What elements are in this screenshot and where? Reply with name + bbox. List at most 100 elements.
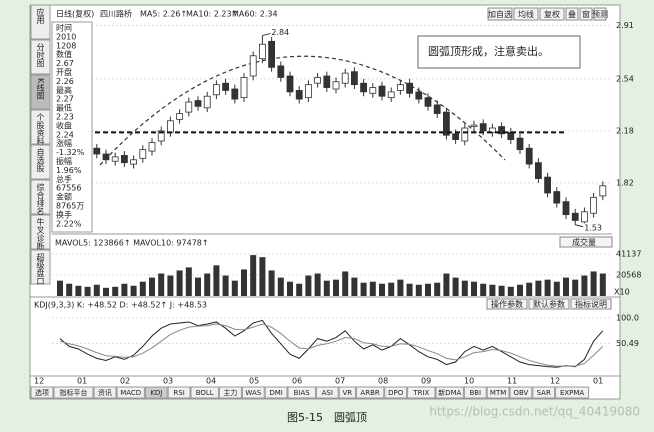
- tab[interactable]: [264, 386, 288, 399]
- info-text: 2.26: [56, 77, 74, 86]
- header-button[interactable]: [593, 7, 607, 21]
- tab-label: ARBR: [360, 389, 379, 397]
- candle-body: [544, 176, 551, 194]
- tab[interactable]: [315, 386, 339, 399]
- tab[interactable]: [463, 386, 487, 399]
- tab-label: EXPMA: [560, 389, 584, 397]
- candle-body: [415, 91, 423, 100]
- volume-bar: [314, 273, 321, 296]
- tab[interactable]: [241, 386, 265, 399]
- tab[interactable]: [338, 386, 356, 399]
- candle-body: [571, 212, 579, 221]
- volume-bar: [149, 277, 155, 296]
- header-button[interactable]: [513, 7, 539, 21]
- tab[interactable]: [555, 386, 590, 399]
- header-button[interactable]: [487, 7, 513, 21]
- volume-bar: [130, 285, 137, 296]
- toolbar-button[interactable]: [30, 249, 51, 285]
- volume-bar: [379, 283, 385, 296]
- tab-label: ASI: [322, 389, 333, 397]
- volume-bar: [66, 283, 73, 296]
- tab[interactable]: [384, 386, 408, 399]
- volume-bar: [204, 273, 211, 296]
- info-text: 总手: [56, 174, 72, 184]
- tab[interactable]: [116, 386, 145, 399]
- volume-bar: [406, 283, 413, 296]
- info-text: 1.96%: [56, 166, 82, 175]
- tab[interactable]: [407, 386, 436, 399]
- x-tick-label: 09: [421, 377, 431, 386]
- volume-bar: [461, 280, 468, 296]
- candle-body: [488, 127, 496, 133]
- header-button[interactable]: [565, 7, 579, 21]
- candle-body: [304, 84, 312, 99]
- header-button[interactable]: [579, 7, 593, 21]
- volume-bar: [507, 286, 514, 296]
- tab[interactable]: [144, 386, 168, 399]
- tab[interactable]: [509, 386, 533, 399]
- tab[interactable]: [218, 386, 242, 399]
- tab-label: MACD: [120, 389, 141, 397]
- x-tick-label: 12: [34, 377, 44, 386]
- volume-bar: [535, 280, 542, 296]
- tab[interactable]: [30, 386, 54, 399]
- volume-bar: [360, 282, 367, 296]
- volume-bar: [342, 271, 349, 296]
- volume-bar: [84, 286, 91, 296]
- volume-bar: [544, 279, 551, 296]
- candle-body: [258, 43, 266, 60]
- tab-label: DMI: [269, 389, 283, 397]
- toolbar-button[interactable]: [30, 214, 51, 250]
- volume-bar: [452, 277, 459, 296]
- candle-body: [424, 97, 432, 107]
- y-tick-label: 2.54: [616, 74, 634, 83]
- toolbar-label: 综合排名: [36, 182, 45, 216]
- info-text: 开盘: [56, 67, 72, 77]
- tab[interactable]: [532, 386, 556, 399]
- indicator-button-label: 操作参数: [491, 299, 523, 309]
- candle-body: [553, 191, 561, 204]
- indicator-button[interactable]: [528, 298, 570, 310]
- indicator-button[interactable]: [486, 298, 528, 310]
- toolbar-button[interactable]: [30, 74, 51, 110]
- candle-body: [442, 111, 450, 136]
- toolbar-label: 应用: [36, 7, 45, 25]
- volume-bar: [259, 257, 266, 296]
- volume-bar: [517, 284, 523, 296]
- toolbar-button[interactable]: [30, 109, 51, 145]
- tab[interactable]: [355, 386, 385, 399]
- info-text: 2.24: [56, 130, 74, 139]
- tab[interactable]: [93, 386, 117, 399]
- header-button[interactable]: [539, 7, 565, 21]
- low-label: 1.53: [584, 223, 602, 232]
- high-pointer: [262, 33, 271, 37]
- tab[interactable]: [435, 386, 464, 399]
- info-text: -1.32%: [56, 148, 85, 157]
- tab[interactable]: [167, 386, 191, 399]
- indicator-button[interactable]: [570, 298, 612, 310]
- tab[interactable]: [190, 386, 219, 399]
- candle-body: [176, 113, 184, 120]
- volume-dropdown[interactable]: [559, 236, 613, 248]
- y-tick-label: 20568: [616, 270, 641, 279]
- volume-bar: [581, 275, 588, 296]
- low-pointer: [575, 224, 584, 228]
- tab[interactable]: [287, 386, 316, 399]
- volume-bar: [526, 282, 533, 296]
- volume-bar: [158, 273, 165, 296]
- toolbar-button[interactable]: [30, 4, 51, 40]
- toolbar-button[interactable]: [30, 39, 51, 75]
- info-text: 8765万: [56, 202, 84, 211]
- stock-name: 四川路桥: [100, 9, 132, 19]
- info-text: 金额: [56, 192, 72, 202]
- candle-body: [525, 147, 533, 165]
- tab-label: WAS: [245, 389, 261, 397]
- candle-body: [102, 153, 110, 161]
- tab[interactable]: [53, 386, 94, 399]
- info-text: 数值: [56, 49, 72, 59]
- tab[interactable]: [486, 386, 510, 399]
- volume-bar: [167, 275, 174, 296]
- info-text: 收盘: [56, 120, 72, 130]
- toolbar-button[interactable]: [30, 144, 51, 180]
- toolbar-button[interactable]: [30, 179, 51, 215]
